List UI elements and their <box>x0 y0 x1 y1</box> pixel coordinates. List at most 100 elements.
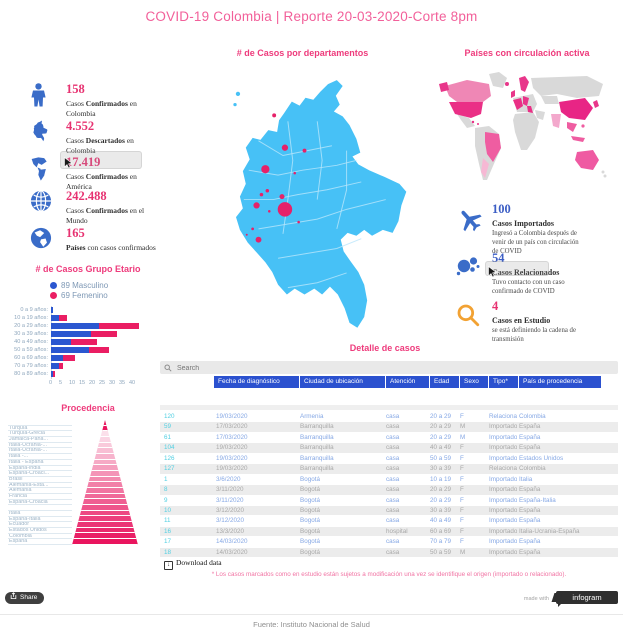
bar-femenino <box>59 363 63 369</box>
funnel-band <box>72 488 138 494</box>
table-cell: 19/03/2020 <box>216 454 248 462</box>
table-row: 104 19/03/2020 Barranquilla casa 40 a 49 F Imp… <box>160 443 618 454</box>
table-cell: 104 <box>164 444 175 452</box>
table-cell: casa <box>386 413 400 420</box>
infogram-badge[interactable]: infogram <box>556 591 618 607</box>
table-cell: M <box>460 423 466 431</box>
table-cell: 3/12/2020 <box>216 506 245 514</box>
table-header-cell[interactable]: Edad <box>430 376 460 388</box>
table-cell: España <box>519 517 541 525</box>
globe-icon <box>30 190 54 216</box>
table-header-cell[interactable]: Tipo* <box>489 376 519 388</box>
table-header-cell[interactable]: Sexo <box>460 376 489 388</box>
age-group-bar-chart[interactable]: 0 a 9 años: 10 a 19 años: 20 a 29 años: 30 … <box>6 306 166 378</box>
table-cell: Armenia <box>300 413 324 420</box>
bar-femenino <box>59 315 67 321</box>
bar-masculino <box>51 371 53 377</box>
table-cell: Relacionado <box>489 413 517 420</box>
search-icon <box>164 364 172 372</box>
funnel-band <box>72 471 138 477</box>
globe2-icon <box>30 227 54 253</box>
stat-label: Casos Confirmados en el Mundo <box>66 206 145 225</box>
funnel-label: Turquía <box>8 426 72 432</box>
table-search-bar[interactable] <box>160 361 618 376</box>
colombia-departments-map[interactable] <box>190 62 420 342</box>
age-chart-legend: 89 Masculino 69 Femenino <box>50 281 108 301</box>
table-row: 127 19/03/2020 Barranquilla casa 30 a 39 F Rel… <box>160 464 618 475</box>
table-cell: 19/03/2020 <box>216 465 248 473</box>
table-cell: casa <box>386 486 400 494</box>
table-footnote: * Los casos marcados como en estudio est… <box>211 571 567 578</box>
table-header-cell[interactable]: Ciudad de ubicación <box>300 376 386 388</box>
case-bubbles <box>245 113 307 243</box>
page-title: COVID-19 Colombia | Reporte 20-03-2020-C… <box>145 9 478 24</box>
table-cell: casa <box>386 423 400 431</box>
age-bar-row: 80 a 89 años: <box>6 370 166 378</box>
funnel-band <box>72 476 138 483</box>
bar-masculino <box>51 347 89 353</box>
table-header-cell[interactable]: Atención <box>386 376 430 388</box>
table-cell: España <box>519 486 541 494</box>
funnel-band <box>72 522 138 528</box>
bar-femenino <box>53 371 55 377</box>
bar-masculino <box>51 315 59 321</box>
age-bar-row: 30 a 39 años: <box>6 330 166 338</box>
bar-femenino <box>91 331 117 337</box>
table-cell: 19/03/2020 <box>216 444 248 452</box>
funnel-label: Italia <box>8 511 72 517</box>
table-cell: 19/03/2020 <box>216 413 248 420</box>
age-bar-row: 70 a 79 años: <box>6 362 166 370</box>
stat-value: 158 <box>66 82 85 96</box>
table-header-cell[interactable]: Fecha de diagnóstico <box>214 376 300 388</box>
funnel-band <box>72 442 138 449</box>
table-header-cell[interactable]: País de procedencia <box>519 376 602 388</box>
stat-label: Casos en Estudio <box>492 316 551 325</box>
table-cell: 20 a 29 <box>430 413 452 420</box>
table-cell: Bogotá <box>300 506 320 514</box>
table-cell: casa <box>386 444 400 452</box>
table-cell: Importado <box>489 517 517 525</box>
age-bar-row: 10 a 19 años: <box>6 314 166 322</box>
table-cell: Barranquilla <box>300 454 334 462</box>
active-countries <box>439 76 599 178</box>
legend-item: 69 Femenino <box>50 291 108 301</box>
stat-block: 4.552 Casos Descartados en Colombia <box>28 119 160 156</box>
axis-tick-label: 40 <box>129 380 136 386</box>
table-row: 11 3/12/2020 Bogotá casa 40 a 49 F Importado Es… <box>160 516 618 527</box>
table-cell: España <box>519 423 541 431</box>
table-cell: 20 a 29 <box>430 433 452 441</box>
bar-masculino <box>51 363 59 369</box>
stat-value: 17.419 <box>66 155 101 169</box>
table-row: 9 3/11/2020 Bogotá casa 20 a 29 F Importado Esp… <box>160 495 618 506</box>
stat-description: Tuvo contacto con un caso confirmado de … <box>492 279 565 296</box>
table-cell: Importado <box>489 444 517 452</box>
table-cell: F <box>460 506 464 514</box>
funnel-label: Colombia <box>8 534 72 540</box>
table-cell: Bogotá <box>300 496 320 504</box>
table-cell: casa <box>386 496 400 504</box>
table-row: 120 19/03/2020 Armenia casa 20 a 29 F Relacion… <box>160 412 618 423</box>
table-cell: 17/03/2020 <box>216 433 248 441</box>
axis-tick-label: 25 <box>99 380 106 386</box>
table-cell: 10 <box>164 506 172 514</box>
table-row: 17 14/03/2020 Bogotá casa 70 a 79 F Importado E… <box>160 537 618 548</box>
world-active-circulation-map[interactable] <box>437 68 617 186</box>
table-cell: Importado <box>489 486 517 494</box>
funnel-label: Francia <box>8 494 72 500</box>
table-cell: casa <box>386 538 400 546</box>
origin-funnel-chart[interactable] <box>72 420 138 545</box>
funnel-label: España-Croacia <box>8 500 72 506</box>
stat-label: Casos Importados <box>492 219 555 228</box>
search-input[interactable] <box>175 361 609 376</box>
table-row: 16 13/3/2020 Bogotá hospital 60 a 69 F Importa… <box>160 526 618 538</box>
bar-femenino <box>89 347 109 353</box>
funnel-band <box>72 420 138 426</box>
stat-value: 54 <box>492 251 505 265</box>
table-cell: Italia <box>519 475 533 483</box>
download-data-button[interactable]: ↓ Download data <box>164 558 222 570</box>
funnel-band <box>72 437 138 443</box>
legend-dot <box>50 292 57 299</box>
share-button[interactable]: Share <box>5 592 45 604</box>
funnel-label: Italia -... <box>8 454 72 460</box>
